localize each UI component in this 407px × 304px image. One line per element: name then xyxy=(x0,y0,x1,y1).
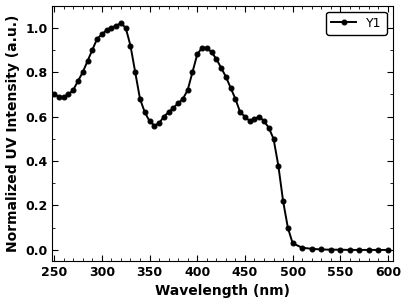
X-axis label: Wavelength (nm): Wavelength (nm) xyxy=(155,285,290,299)
Y1 xyxy=(209,50,214,54)
Line: Y1: Y1 xyxy=(52,21,390,252)
Y1 xyxy=(348,248,352,252)
Y1 xyxy=(157,122,162,125)
Y1 xyxy=(118,22,123,25)
Y1 xyxy=(109,26,114,29)
Y1 xyxy=(319,248,324,251)
Y1 xyxy=(123,26,128,29)
Y1 xyxy=(52,93,57,96)
Y1 xyxy=(385,248,390,252)
Y-axis label: Normalized UV Intensity (a.u.): Normalized UV Intensity (a.u.) xyxy=(6,15,20,252)
Legend: Y1: Y1 xyxy=(326,12,387,35)
Y1 xyxy=(228,86,233,90)
